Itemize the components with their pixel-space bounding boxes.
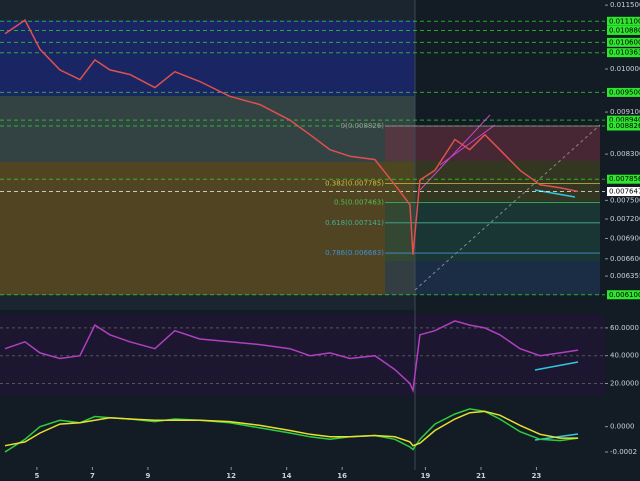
x-tick-label: 14 (282, 472, 292, 480)
x-tick-label: 9 (145, 472, 150, 480)
fib-zone (385, 126, 600, 161)
y-tick-label: 0.006355 (610, 272, 640, 280)
channel-line (439, 124, 496, 166)
y-tick-label: 0.0000 (610, 423, 635, 431)
level-label: 0.008940 (609, 116, 640, 124)
level-label: 0.007856 (609, 175, 640, 183)
level-label-bg (607, 37, 640, 47)
level-label-bg (607, 187, 640, 197)
level-label: 0.011100 (609, 17, 640, 25)
x-tick-label: 19 (421, 472, 431, 480)
zone (0, 96, 415, 162)
fib-zone (385, 161, 600, 201)
level-label: 0.010880 (609, 26, 640, 34)
channel-line (419, 114, 491, 191)
level-label-bg (607, 16, 640, 26)
x-tick-label: 5 (34, 472, 39, 480)
level-label: 0.010600 (609, 38, 640, 46)
fib-label: 0.5(0.007463) (334, 199, 384, 207)
x-tick-label: 7 (90, 472, 95, 480)
series-line (4, 410, 579, 447)
level-label-bg (607, 48, 640, 58)
fib-label: 0.786(0.006683) (325, 249, 384, 257)
level-label: 0.010363 (609, 49, 640, 57)
level-label-bg (607, 25, 640, 35)
trend-line (414, 124, 601, 291)
x-tick-label: 12 (226, 472, 236, 480)
zone (0, 162, 415, 295)
fib-zone (385, 261, 600, 295)
fib-label: 0.618(0.007141) (325, 219, 384, 227)
level-label-bg (607, 87, 640, 97)
trend-line (534, 361, 579, 371)
y-tick-label: -0.0002 (610, 448, 637, 456)
level-label: 0.009500 (609, 88, 640, 96)
series-line (4, 19, 579, 255)
level-label-bg (607, 121, 640, 131)
level-label: 0.006100 (609, 291, 640, 299)
level-label: 0.007647 (609, 188, 640, 196)
fib-label: 0(0.008826) (341, 122, 385, 130)
y-tick-label: 20.0000 (610, 379, 639, 387)
level-label-bg (607, 290, 640, 300)
fib-zone (385, 201, 600, 261)
level-label-bg (607, 115, 640, 125)
y-tick-label: 60.0000 (610, 324, 639, 332)
x-tick-label: 16 (337, 472, 347, 480)
fib-label: 0.382(0.007785) (325, 179, 384, 187)
x-tick-label: 21 (476, 472, 486, 480)
y-tick-label: 40.0000 (610, 352, 639, 360)
level-label-bg (607, 174, 640, 184)
zone (0, 20, 415, 96)
series-line (4, 320, 579, 394)
x-tick-label: 23 (532, 472, 542, 480)
level-label: 0.008826 (609, 122, 640, 130)
